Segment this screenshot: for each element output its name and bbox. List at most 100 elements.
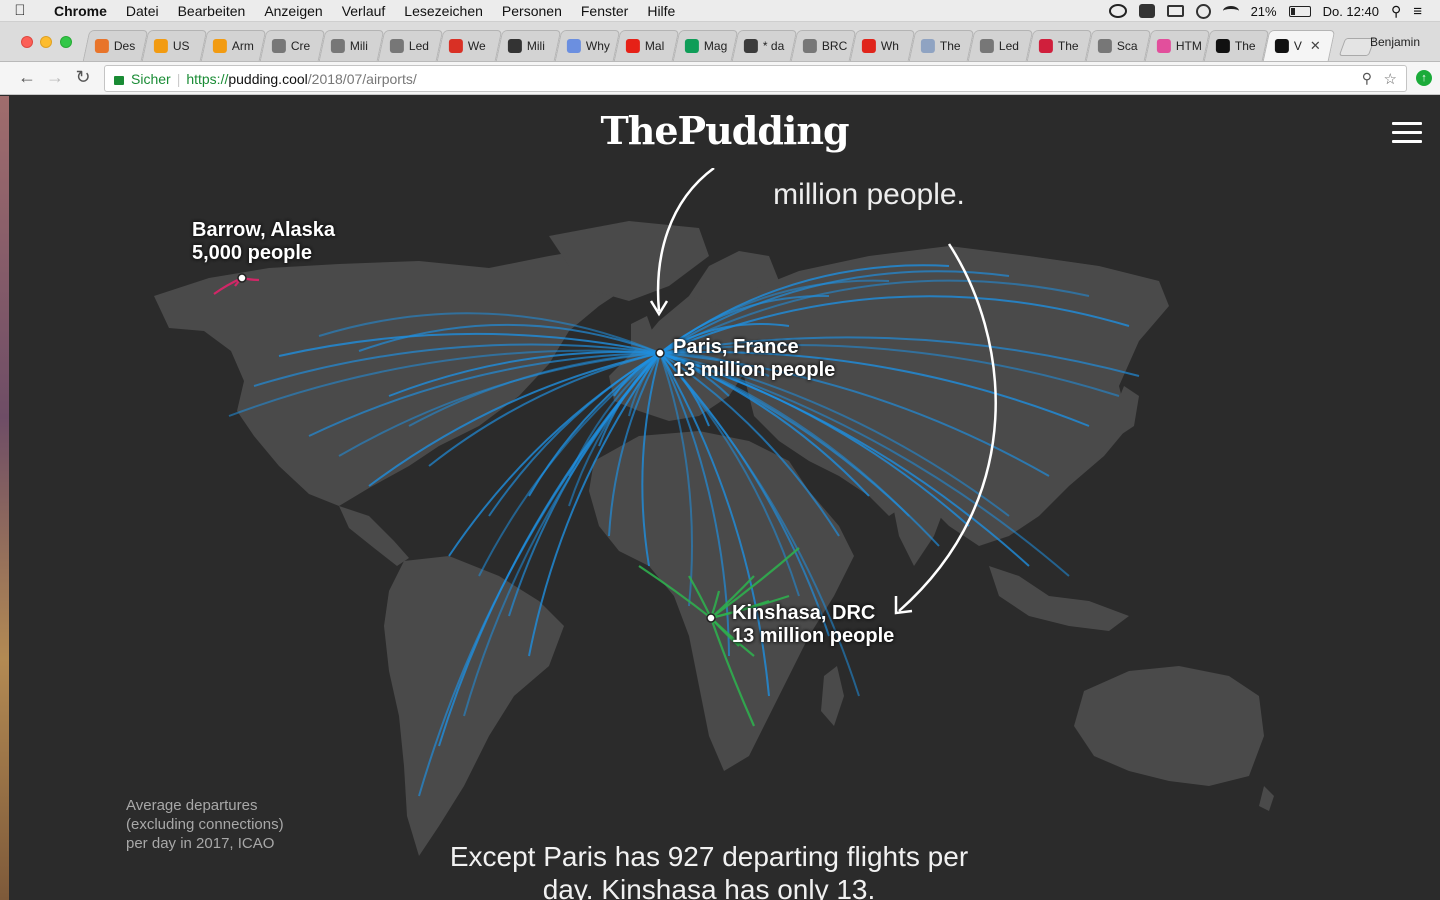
annotation-arrowhead-paris bbox=[649, 300, 669, 317]
menu-verlauf[interactable]: Verlauf bbox=[341, 2, 386, 19]
menu-personen[interactable]: Personen bbox=[501, 2, 562, 19]
pudding-logo[interactable]: ThePudding bbox=[600, 108, 849, 153]
story-bottom-text: Except Paris has 927 departing flights p… bbox=[449, 841, 969, 900]
wifi-icon[interactable] bbox=[1222, 6, 1239, 16]
browser-tab[interactable]: Mag bbox=[672, 30, 739, 61]
window-zoom-button[interactable] bbox=[60, 36, 72, 48]
pudding-icon bbox=[1274, 39, 1289, 53]
route-line bbox=[478, 352, 661, 577]
bookmark-star-icon[interactable]: ☆ bbox=[1383, 70, 1397, 88]
menu-lesezeichen[interactable]: Lesezeichen bbox=[404, 2, 483, 19]
tab-list: Des US Arm Cre Mili Led We Mili Why Mal Mag * da BRC… bbox=[82, 30, 1376, 62]
route-line bbox=[278, 332, 661, 357]
time-machine-icon[interactable] bbox=[1195, 3, 1211, 19]
s-icon bbox=[1038, 39, 1053, 53]
browser-tab[interactable]: Des bbox=[82, 30, 149, 61]
browser-tab[interactable]: Led bbox=[967, 30, 1034, 61]
browser-tab[interactable]: Wh bbox=[849, 30, 916, 61]
browser-tab[interactable]: * da bbox=[731, 30, 798, 61]
tab-label: Mili bbox=[526, 39, 545, 53]
tab-label: Des bbox=[113, 39, 136, 53]
evernote-icon[interactable] bbox=[1138, 4, 1155, 18]
kinshasa-pop: 13 million people bbox=[732, 625, 895, 647]
route-line bbox=[659, 323, 790, 354]
browser-tab[interactable]: Led bbox=[377, 30, 444, 61]
browser-tab[interactable]: Cre bbox=[259, 30, 326, 61]
route-line bbox=[608, 352, 661, 537]
lock-icon bbox=[114, 76, 124, 85]
airplay-icon[interactable] bbox=[1166, 5, 1184, 17]
spotlight-search-icon[interactable]: ⚲ bbox=[1390, 2, 1402, 19]
menu-fenster[interactable]: Fenster bbox=[580, 2, 629, 19]
browser-tab[interactable]: The bbox=[1026, 30, 1093, 61]
browser-tab[interactable]: Why bbox=[554, 30, 621, 61]
browser-tab[interactable]: Sca bbox=[1085, 30, 1152, 61]
color-wheel-icon bbox=[1156, 39, 1171, 53]
route-line bbox=[659, 351, 770, 377]
browser-tab[interactable]: We bbox=[436, 30, 503, 61]
browser-tab[interactable]: US bbox=[141, 30, 208, 61]
zoom-icon[interactable]: ⚲ bbox=[1361, 70, 1372, 86]
route-line bbox=[659, 336, 1140, 377]
browser-tab[interactable]: Mili bbox=[318, 30, 385, 61]
extension-icon[interactable]: ↑ bbox=[1416, 70, 1432, 86]
window-minimize-button[interactable] bbox=[40, 36, 52, 48]
south-america-shape bbox=[384, 556, 564, 856]
address-separator: | bbox=[176, 70, 181, 87]
browser-tab[interactable]: Mili bbox=[495, 30, 562, 61]
profile-name[interactable]: Benjamin bbox=[1369, 35, 1420, 49]
route-line bbox=[659, 352, 940, 547]
browser-tab[interactable]: Mal bbox=[613, 30, 680, 61]
menu-app-chrome[interactable]: Chrome bbox=[54, 2, 107, 19]
tab-close-icon[interactable]: ✕ bbox=[1309, 38, 1321, 53]
barrow-dot bbox=[237, 273, 247, 283]
apple-icon[interactable]:  bbox=[0, 2, 40, 19]
secure-label: Sicher bbox=[131, 70, 171, 87]
barrow-pop: 5,000 people bbox=[192, 242, 313, 264]
route-line bbox=[338, 352, 661, 457]
back-arrow-icon[interactable]: ← bbox=[18, 67, 36, 87]
browser-tab[interactable]: HTM bbox=[1144, 30, 1211, 61]
hamburger-menu-icon[interactable] bbox=[1392, 122, 1422, 144]
browser-tab[interactable]: The bbox=[1203, 30, 1270, 61]
route-line bbox=[613, 352, 661, 397]
window-close-button[interactable] bbox=[21, 36, 33, 48]
browser-tab[interactable]: BRC bbox=[790, 30, 857, 61]
browser-tab[interactable]: Arm bbox=[200, 30, 267, 61]
red-ring-icon bbox=[448, 39, 463, 53]
menu-clock[interactable]: Do. 12:40 bbox=[1322, 3, 1379, 19]
browser-tab-strip: Des US Arm Cre Mili Led We Mili Why Mal Mag * da BRC… bbox=[0, 22, 1440, 62]
route-line bbox=[659, 350, 1090, 427]
world-map bbox=[154, 166, 1274, 856]
orange-ring-icon bbox=[94, 39, 109, 53]
central-america-shape bbox=[339, 506, 409, 566]
notification-center-icon[interactable]: ≡ bbox=[1413, 2, 1422, 20]
site-header: ThePudding bbox=[9, 96, 1440, 168]
tab-label: Why bbox=[585, 39, 610, 53]
kinshasa-dot bbox=[706, 613, 716, 623]
tab-label: Cre bbox=[290, 39, 311, 53]
tab-label: Sca bbox=[1116, 39, 1138, 53]
battery-icon[interactable] bbox=[1288, 5, 1311, 17]
menu-datei[interactable]: Datei bbox=[125, 2, 159, 19]
route-line bbox=[659, 295, 1130, 354]
tab-label: V bbox=[1293, 39, 1302, 53]
data-source-note: Average departures (excluding connection… bbox=[126, 797, 284, 852]
browser-tab[interactable]: The bbox=[908, 30, 975, 61]
menu-anzeigen[interactable]: Anzeigen bbox=[264, 2, 323, 19]
page-icon bbox=[1097, 39, 1112, 53]
browser-toolbar: ← → ↻ Sicher | https:// pudding.cool /20… bbox=[0, 62, 1440, 95]
reload-icon[interactable]: ↻ bbox=[75, 67, 91, 87]
route-line bbox=[628, 352, 661, 417]
creative-cloud-icon[interactable] bbox=[1108, 4, 1127, 18]
browser-tab[interactable]: V ✕ bbox=[1262, 30, 1336, 61]
address-bar[interactable]: Sicher | https:// pudding.cool /2018/07/… bbox=[104, 65, 1407, 92]
tab-label: Wh bbox=[880, 39, 899, 53]
menu-bearbeiten[interactable]: Bearbeiten bbox=[177, 2, 246, 19]
amazon-icon bbox=[153, 39, 168, 53]
menu-hilfe[interactable]: Hilfe bbox=[647, 2, 676, 19]
sheets-icon bbox=[684, 39, 699, 53]
india-shape bbox=[889, 481, 949, 566]
annotation-arrow-to-kinshasa bbox=[898, 243, 997, 612]
forward-arrow-icon[interactable]: → bbox=[46, 67, 64, 87]
